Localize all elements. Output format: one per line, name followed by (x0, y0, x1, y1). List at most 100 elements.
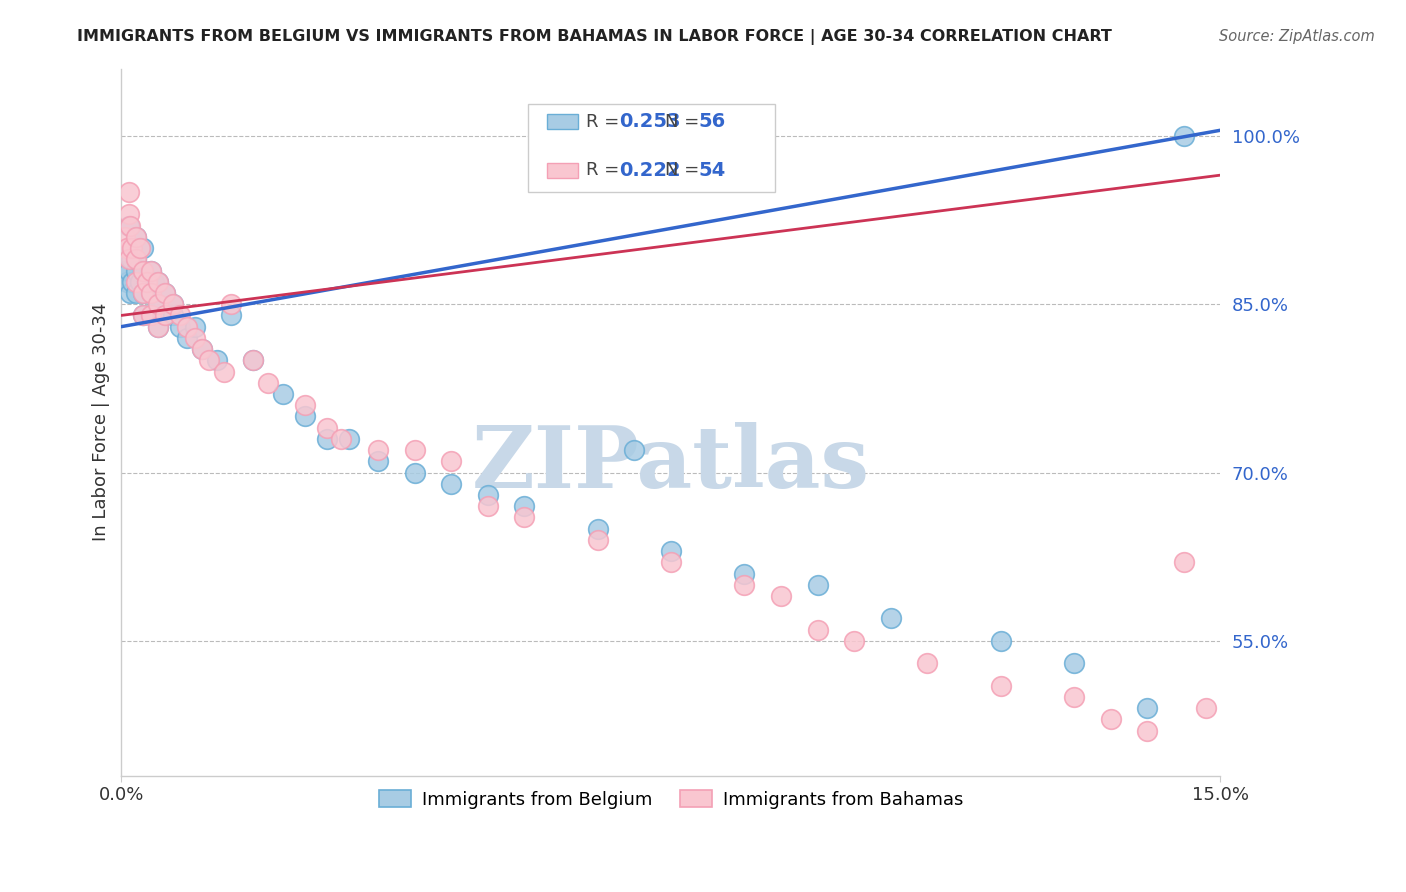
Point (118, 185, 141, 199)
Text: ZIPatlas: ZIPatlas (472, 423, 870, 507)
Point (120, 252, 142, 267)
Point (120, 219, 142, 233)
Point (155, 309, 177, 323)
Point (1063, 690, 1085, 704)
Point (117, 241, 139, 255)
Point (990, 679, 1012, 693)
Point (586, 522, 609, 536)
Point (146, 275, 169, 289)
Point (1099, 713, 1122, 727)
Point (143, 275, 166, 289)
Point (155, 285, 177, 300)
Point (1173, 555, 1195, 569)
Point (806, 578, 828, 592)
Point (132, 263, 155, 277)
Point (125, 263, 148, 277)
Point (125, 275, 148, 289)
Point (880, 611, 903, 625)
Point (139, 263, 162, 277)
Point (315, 432, 337, 446)
Text: R =: R = (586, 161, 626, 179)
Point (221, 297, 243, 311)
Point (132, 309, 155, 323)
Point (733, 566, 755, 581)
Point (121, 241, 143, 255)
FancyBboxPatch shape (529, 103, 775, 193)
Y-axis label: In Labor Force | Age 30-34: In Labor Force | Age 30-34 (93, 302, 110, 541)
Point (198, 353, 221, 368)
Point (139, 309, 162, 323)
Text: 0.253: 0.253 (619, 112, 681, 131)
Point (114, 263, 136, 277)
Point (769, 589, 792, 603)
Point (146, 297, 169, 311)
Point (367, 454, 389, 468)
Point (125, 252, 148, 267)
Point (844, 633, 866, 648)
Point (125, 230, 148, 244)
Point (146, 275, 169, 289)
Point (337, 432, 360, 446)
Point (183, 331, 205, 345)
FancyBboxPatch shape (547, 114, 578, 129)
Point (132, 263, 155, 277)
Point (162, 309, 184, 323)
Point (659, 544, 682, 558)
Point (183, 319, 205, 334)
Point (191, 342, 214, 356)
Point (118, 241, 141, 255)
Point (162, 297, 184, 311)
Point (118, 219, 141, 233)
Point (132, 285, 155, 300)
Point (917, 657, 939, 671)
Point (440, 454, 463, 468)
Point (118, 252, 141, 267)
Text: 54: 54 (699, 161, 725, 180)
Point (118, 263, 141, 277)
Point (315, 420, 337, 434)
Point (176, 331, 198, 345)
Point (294, 409, 316, 424)
Point (1063, 657, 1085, 671)
Point (404, 466, 426, 480)
Point (132, 309, 155, 323)
Point (118, 207, 141, 221)
Point (367, 443, 389, 458)
Point (146, 297, 169, 311)
Point (212, 364, 235, 378)
Point (139, 285, 162, 300)
Point (271, 387, 294, 401)
Point (169, 319, 191, 334)
Point (132, 285, 155, 300)
Point (294, 398, 316, 412)
Point (221, 309, 243, 323)
Point (121, 275, 143, 289)
Point (257, 376, 280, 390)
Point (990, 633, 1012, 648)
Point (146, 319, 169, 334)
Point (176, 319, 198, 334)
Point (586, 533, 609, 547)
Point (623, 443, 645, 458)
Point (136, 275, 159, 289)
Point (242, 353, 264, 368)
Point (139, 309, 162, 323)
Point (513, 499, 536, 513)
Point (136, 275, 159, 289)
Point (132, 241, 155, 255)
Point (242, 353, 264, 368)
Point (128, 275, 150, 289)
Point (146, 319, 169, 334)
Text: N =: N = (665, 161, 706, 179)
Text: N =: N = (665, 112, 706, 130)
Point (169, 309, 191, 323)
Point (139, 285, 162, 300)
Point (205, 353, 228, 368)
Point (477, 499, 499, 513)
Point (659, 555, 682, 569)
Point (125, 252, 148, 267)
Point (513, 510, 536, 524)
Point (1136, 723, 1159, 738)
Point (733, 578, 755, 592)
Point (1195, 701, 1218, 715)
